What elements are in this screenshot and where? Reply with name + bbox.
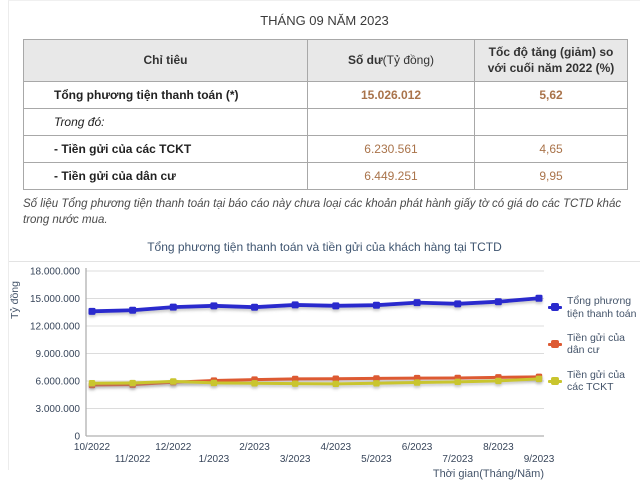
data-point-marker <box>494 298 502 306</box>
y-tick-label: 6.000.000 <box>36 377 81 388</box>
legend-label: Tiền gửi của dân cư <box>567 331 626 357</box>
legend-item: Tiền gửi của các TCKT <box>548 369 640 394</box>
y-tick-label: 12.000.000 <box>30 322 80 333</box>
series-2 <box>88 375 543 388</box>
x-tick-label: 9/2023 <box>524 454 555 465</box>
x-tick-label: 3/2023 <box>280 454 311 465</box>
x-tick-label: 11/2022 <box>115 454 151 465</box>
x-tick-label: 7/2023 <box>442 454 473 465</box>
legend-label: Tiền gửi của các TCKT <box>567 368 626 394</box>
chart-section: Tổng phương tiện thanh toán và tiền gửi … <box>9 240 640 494</box>
data-point-marker <box>210 379 218 387</box>
legend-label: Tổng phương tiện thanh toán <box>567 295 637 320</box>
legend-marker-icon <box>548 376 562 386</box>
table-row: Tổng phương tiện thanh toán (*) 15.026.0… <box>23 81 628 110</box>
legend-marker-icon <box>548 303 562 312</box>
row-value: 6.449.251 <box>307 162 475 191</box>
data-point-marker <box>88 380 96 387</box>
data-point-marker <box>454 300 462 308</box>
row-value: 15.026.012 <box>307 81 475 110</box>
row-growth: 9,95 <box>474 162 628 191</box>
series-0 <box>88 294 543 316</box>
row-growth: 5,62 <box>474 81 628 110</box>
data-point-marker <box>373 375 380 382</box>
x-tick-label: 4/2023 <box>321 442 352 453</box>
x-tick-label: 5/2023 <box>361 454 392 465</box>
data-point-marker <box>535 375 543 383</box>
table-row: Trong đó: <box>23 108 628 137</box>
data-point-marker <box>251 303 259 311</box>
y-tick-label: 0 <box>74 432 80 443</box>
chart-title: Tổng phương tiện thanh toán và tiền gửi … <box>147 240 502 255</box>
x-tick-label: 8/2023 <box>483 442 514 453</box>
x-tick-label: 1/2023 <box>199 454 230 465</box>
row-growth <box>474 108 628 137</box>
data-point-marker <box>210 302 218 310</box>
data-point-marker <box>332 302 340 310</box>
legend-item: Tiền gửi của dân cư <box>548 332 640 357</box>
data-point-marker <box>170 378 177 385</box>
page-title: THÁNG 09 NĂM 2023 <box>260 13 389 28</box>
y-tick-label: 18.000.000 <box>30 267 80 278</box>
header-so-du: Số dư(Tỷ đồng) <box>307 38 475 83</box>
x-tick-label: 2/2023 <box>239 442 270 453</box>
row-label: - Tiền gửi của dân cư <box>23 162 308 191</box>
report-page: THÁNG 09 NĂM 2023 Chỉ tiêu Số dư(Tỷ đồng… <box>8 0 640 480</box>
table-header-row: Chỉ tiêu Số dư(Tỷ đồng) Tốc độ tăng (giả… <box>23 38 628 83</box>
y-tick-label: 3.000.000 <box>36 404 81 415</box>
data-point-marker <box>373 380 380 387</box>
data-point-marker <box>332 380 340 388</box>
row-value: 6.230.561 <box>307 135 475 164</box>
x-tick-label: 10/2022 <box>74 442 111 453</box>
row-growth: 4,65 <box>474 135 628 164</box>
data-point-marker <box>169 303 177 311</box>
data-point-marker <box>372 301 380 309</box>
data-point-marker <box>251 380 258 387</box>
x-axis-title: Thời gian(Tháng/Năm) <box>433 468 544 480</box>
data-point-marker <box>413 299 421 307</box>
x-tick-label: 12/2022 <box>155 442 192 453</box>
data-point-marker <box>535 294 543 302</box>
header-chi-tieu: Chỉ tiêu <box>23 38 308 83</box>
table-row: - Tiền gửi của dân cư 6.449.251 9,95 <box>23 162 628 191</box>
header-toc-do: Tốc độ tăng (giảm) so với cuối năm 2022 … <box>474 38 628 83</box>
data-point-marker <box>291 380 299 388</box>
data-point-marker <box>129 380 136 387</box>
chart-legend: Tổng phương tiện thanh toán Tiền gửi của … <box>548 295 640 393</box>
row-label: Trong đó: <box>23 108 308 137</box>
row-value <box>307 108 475 137</box>
y-tick-label: 15.000.000 <box>30 294 80 305</box>
header-so-du-unit: (Tỷ đồng) <box>382 52 435 67</box>
data-point-marker <box>291 301 299 309</box>
data-point-marker <box>454 378 461 386</box>
data-point-marker <box>129 306 137 314</box>
data-point-marker <box>413 379 421 386</box>
legend-marker-icon <box>548 339 562 349</box>
data-point-marker <box>88 308 96 316</box>
x-tick-label: 6/2023 <box>402 442 433 453</box>
line-chart: 0 3.000.000 6.000.000 9.000.000 12.000.000 15… <box>9 267 555 481</box>
statistics-table: Chỉ tiêu Số dư(Tỷ đồng) Tốc độ tăng (giả… <box>23 38 628 191</box>
legend-item: Tổng phương tiện thanh toán <box>548 295 640 320</box>
series-line <box>91 296 540 314</box>
section-divider <box>9 261 640 263</box>
footnote: Số liệu Tổng phương tiện thanh toán tại … <box>23 198 622 226</box>
header-so-du-label: Số dư <box>347 52 383 67</box>
y-tick-label: 9.000.000 <box>36 349 81 360</box>
row-label: Tổng phương tiện thanh toán (*) <box>23 81 308 110</box>
series-line <box>91 377 540 386</box>
table-row: - Tiền gửi của các TCKT 6.230.561 4,65 <box>23 135 628 164</box>
data-point-marker <box>495 377 502 385</box>
y-axis-title: Tỷ đồng <box>9 281 21 319</box>
data-point-marker <box>332 375 340 383</box>
row-label: - Tiền gửi của các TCKT <box>23 135 308 164</box>
chart: 0 3.000.000 6.000.000 9.000.000 12.000.000 15… <box>9 262 640 494</box>
